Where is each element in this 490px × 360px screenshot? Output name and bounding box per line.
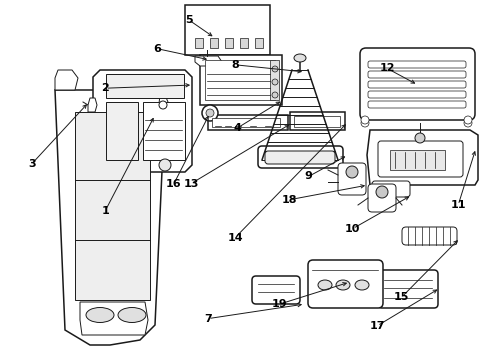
Ellipse shape <box>318 280 332 290</box>
FancyBboxPatch shape <box>378 270 438 308</box>
Ellipse shape <box>86 307 114 323</box>
Bar <box>290 112 345 130</box>
Text: 18: 18 <box>281 195 297 205</box>
Bar <box>143 102 185 160</box>
Text: 10: 10 <box>345 224 361 234</box>
FancyBboxPatch shape <box>368 81 466 88</box>
Bar <box>212 118 280 127</box>
Polygon shape <box>88 98 97 112</box>
FancyBboxPatch shape <box>308 260 383 308</box>
Polygon shape <box>55 90 165 345</box>
Polygon shape <box>195 56 222 66</box>
Ellipse shape <box>355 280 369 290</box>
Text: 9: 9 <box>305 171 313 181</box>
Circle shape <box>464 119 472 127</box>
Text: 2: 2 <box>101 83 109 93</box>
Circle shape <box>464 116 472 124</box>
Circle shape <box>346 166 358 178</box>
Ellipse shape <box>118 307 146 323</box>
Text: 17: 17 <box>369 321 385 331</box>
Bar <box>106 74 184 98</box>
FancyBboxPatch shape <box>368 101 466 108</box>
Bar <box>255 38 263 48</box>
FancyBboxPatch shape <box>368 91 466 98</box>
Text: 7: 7 <box>204 314 212 324</box>
FancyBboxPatch shape <box>252 276 300 304</box>
Bar <box>208 115 288 130</box>
Circle shape <box>361 119 369 127</box>
Text: 11: 11 <box>450 200 466 210</box>
Bar <box>185 5 270 55</box>
Polygon shape <box>55 70 78 90</box>
Circle shape <box>159 159 171 171</box>
FancyBboxPatch shape <box>372 181 410 197</box>
Text: 3: 3 <box>28 159 36 169</box>
Circle shape <box>272 79 278 85</box>
Text: 14: 14 <box>227 233 243 243</box>
FancyBboxPatch shape <box>265 151 335 164</box>
Bar <box>106 102 138 160</box>
Text: 19: 19 <box>271 299 287 309</box>
Polygon shape <box>158 95 168 112</box>
Circle shape <box>376 186 388 198</box>
Bar <box>205 60 275 100</box>
Polygon shape <box>367 130 478 185</box>
Text: 8: 8 <box>231 60 239 70</box>
Circle shape <box>272 66 278 72</box>
Circle shape <box>272 92 278 98</box>
FancyBboxPatch shape <box>402 227 457 245</box>
FancyBboxPatch shape <box>338 163 366 195</box>
Bar <box>225 38 233 48</box>
Bar <box>390 150 445 170</box>
Circle shape <box>202 105 218 121</box>
Text: 16: 16 <box>166 179 182 189</box>
Text: 13: 13 <box>183 179 199 189</box>
Text: 6: 6 <box>153 44 161 54</box>
Bar <box>195 38 203 48</box>
FancyBboxPatch shape <box>368 184 396 212</box>
FancyBboxPatch shape <box>378 141 463 177</box>
Bar <box>270 60 279 100</box>
FancyBboxPatch shape <box>368 71 466 78</box>
FancyBboxPatch shape <box>360 48 475 120</box>
Polygon shape <box>80 302 148 335</box>
Bar <box>210 38 218 48</box>
Circle shape <box>206 109 214 117</box>
Text: 15: 15 <box>394 292 410 302</box>
Ellipse shape <box>336 280 350 290</box>
Bar <box>240 38 248 48</box>
Bar <box>294 116 340 127</box>
Polygon shape <box>75 112 150 300</box>
Text: 4: 4 <box>234 123 242 133</box>
FancyBboxPatch shape <box>368 61 466 68</box>
Text: 12: 12 <box>379 63 395 73</box>
FancyBboxPatch shape <box>258 146 343 168</box>
Circle shape <box>159 101 167 109</box>
Circle shape <box>361 116 369 124</box>
Text: 5: 5 <box>185 15 193 25</box>
Ellipse shape <box>294 54 306 62</box>
Text: 1: 1 <box>101 206 109 216</box>
Bar <box>200 55 282 105</box>
Polygon shape <box>93 70 192 172</box>
Circle shape <box>415 133 425 143</box>
